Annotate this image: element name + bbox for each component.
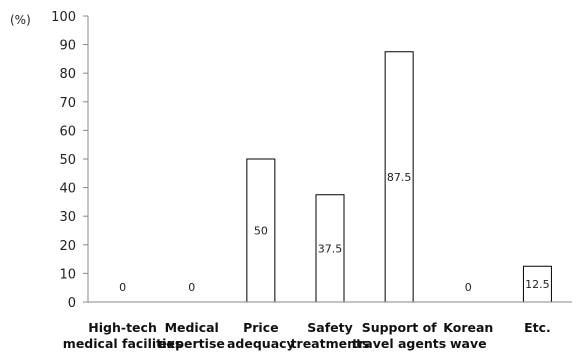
- data-label: 87.5: [387, 171, 412, 184]
- x-tick-label: Korean: [443, 320, 493, 335]
- x-tick-label: Etc.: [524, 320, 551, 335]
- y-tick-label: 70: [59, 96, 76, 111]
- bar: [246, 158, 276, 303]
- x-tick-label: Medical: [165, 320, 219, 335]
- x-tick-label: expertise: [159, 336, 225, 351]
- data-label: 0: [119, 281, 126, 294]
- y-tick-label: 30: [59, 210, 76, 225]
- y-tick-label: 50: [59, 153, 76, 168]
- y-tick-label: 40: [59, 182, 76, 197]
- x-tick-label: High-tech: [88, 320, 157, 335]
- x-tick-label: wave: [450, 336, 487, 351]
- bars: 0 0 50 37.5 87.5 0 12.5: [119, 51, 552, 303]
- data-label: 37.5: [318, 242, 343, 255]
- y-tick-label: 60: [59, 124, 76, 139]
- x-tick-label: treatments: [291, 336, 370, 351]
- x-tick-label: medical facilities: [63, 336, 183, 351]
- y-tick-label: 100: [51, 10, 76, 25]
- y-tick-label: 0: [68, 296, 76, 311]
- x-tick-label: Support of: [362, 320, 437, 335]
- bar: [522, 265, 552, 303]
- y-tick-label: 10: [59, 267, 76, 282]
- x-tick-label: adequacy: [227, 336, 295, 351]
- y-axis-label: (%): [10, 13, 31, 27]
- y-axis: 0 10 20 30 40 50 60 70 80 90 100: [51, 10, 89, 311]
- y-tick-label: 90: [59, 39, 76, 54]
- bar: [315, 194, 345, 303]
- y-tick-label: 20: [59, 239, 76, 254]
- x-tick-label: travel agents: [352, 336, 446, 351]
- data-label: 50: [254, 225, 268, 238]
- y-tick-label: 80: [59, 67, 76, 82]
- data-label: 0: [188, 281, 195, 294]
- x-tick-label: Price: [243, 320, 279, 335]
- data-label: 12.5: [525, 278, 550, 291]
- x-tick-label: Safety: [307, 320, 352, 335]
- data-label: 0: [465, 281, 472, 294]
